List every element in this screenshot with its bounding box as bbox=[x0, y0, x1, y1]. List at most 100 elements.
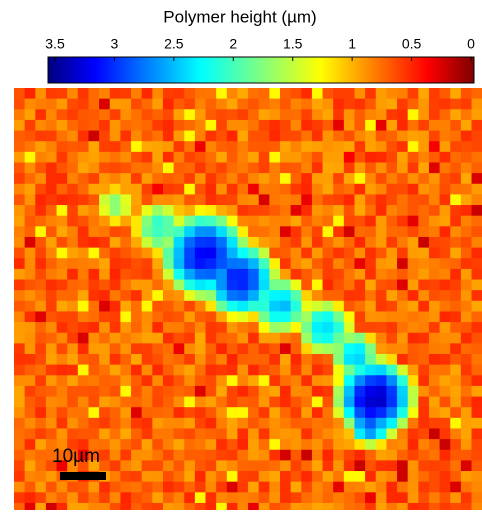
heatmap-cell bbox=[141, 205, 153, 217]
heatmap-cell bbox=[14, 407, 26, 419]
heatmap-cell bbox=[45, 364, 58, 376]
heatmap-cell bbox=[439, 290, 451, 302]
heatmap-cell bbox=[14, 471, 26, 483]
heatmap-cell bbox=[56, 354, 68, 366]
heatmap-cell bbox=[162, 471, 175, 483]
heatmap-cell bbox=[258, 151, 270, 164]
heatmap-cell bbox=[301, 460, 313, 472]
heatmap-cell bbox=[290, 290, 302, 302]
heatmap-cell bbox=[184, 173, 196, 185]
heatmap-cell bbox=[131, 428, 143, 440]
heatmap-cell bbox=[56, 364, 68, 376]
heatmap-cell bbox=[77, 364, 90, 376]
heatmap-cell bbox=[450, 141, 462, 153]
heatmap-cell bbox=[120, 258, 132, 270]
heatmap-cell bbox=[471, 290, 482, 302]
heatmap-cell bbox=[439, 332, 451, 344]
heatmap-cell bbox=[184, 502, 196, 515]
heatmap-cell bbox=[375, 109, 387, 121]
heatmap-cell bbox=[428, 311, 441, 323]
heatmap-cell bbox=[386, 226, 398, 238]
heatmap-cell bbox=[194, 481, 207, 493]
heatmap-cell bbox=[343, 183, 356, 195]
heatmap-cell bbox=[120, 268, 132, 281]
heatmap-cell bbox=[24, 460, 36, 472]
heatmap-cell bbox=[311, 258, 324, 270]
heatmap-cell bbox=[77, 343, 90, 355]
heatmap-cell bbox=[205, 471, 217, 483]
heatmap-cell bbox=[258, 428, 270, 440]
heatmap-cell bbox=[428, 173, 441, 185]
heatmap-cell bbox=[77, 236, 90, 249]
heatmap-cell bbox=[290, 385, 302, 398]
heatmap-cell bbox=[375, 300, 387, 313]
heatmap-cell bbox=[258, 98, 270, 110]
heatmap-cell bbox=[184, 407, 196, 419]
heatmap-cell bbox=[24, 300, 36, 313]
heatmap-cell bbox=[439, 141, 451, 153]
heatmap-cell bbox=[67, 332, 79, 344]
heatmap-cell bbox=[375, 492, 387, 504]
heatmap-cell bbox=[428, 300, 441, 313]
heatmap-cell bbox=[194, 226, 207, 238]
heatmap-cell bbox=[269, 407, 281, 419]
heatmap-cell bbox=[35, 151, 47, 164]
heatmap-cell bbox=[162, 417, 175, 430]
heatmap-cell bbox=[439, 173, 451, 185]
heatmap-cell bbox=[365, 300, 377, 313]
heatmap-cell bbox=[322, 268, 334, 281]
heatmap-cell bbox=[99, 236, 111, 249]
heatmap-cell bbox=[162, 492, 175, 504]
heatmap-cell bbox=[88, 428, 100, 440]
heatmap-cell bbox=[269, 300, 281, 313]
heatmap-cell bbox=[280, 173, 292, 185]
heatmap-cell bbox=[45, 375, 58, 387]
heatmap-cell bbox=[237, 428, 249, 440]
heatmap-cell bbox=[407, 141, 419, 153]
heatmap-cell bbox=[131, 183, 143, 195]
heatmap-cell bbox=[407, 407, 419, 419]
heatmap-cell bbox=[77, 130, 90, 142]
heatmap-cell bbox=[88, 407, 100, 419]
heatmap-cell bbox=[450, 258, 462, 270]
heatmap-cell bbox=[162, 205, 175, 217]
heatmap-cell bbox=[45, 151, 58, 164]
heatmap-cell bbox=[301, 141, 313, 153]
heatmap-cell bbox=[322, 332, 334, 344]
heatmap-cell bbox=[418, 258, 430, 270]
heatmap-cell bbox=[460, 322, 473, 334]
heatmap-cell bbox=[109, 460, 121, 472]
heatmap-cell bbox=[120, 162, 132, 174]
heatmap-cell bbox=[354, 407, 366, 419]
heatmap-cell bbox=[184, 385, 196, 398]
heatmap-cell bbox=[152, 396, 164, 408]
heatmap-cell bbox=[290, 449, 302, 461]
heatmap-cell bbox=[322, 88, 334, 100]
heatmap-cell bbox=[439, 88, 451, 100]
heatmap-cell bbox=[343, 215, 356, 227]
heatmap-cell bbox=[460, 205, 473, 217]
heatmap-cell bbox=[471, 173, 482, 185]
heatmap-cell bbox=[301, 109, 313, 121]
heatmap-cell bbox=[99, 226, 111, 238]
heatmap-cell bbox=[162, 343, 175, 355]
heatmap-cell bbox=[418, 162, 430, 174]
heatmap-cell bbox=[269, 268, 281, 281]
heatmap-cell bbox=[290, 311, 302, 323]
heatmap-cell bbox=[120, 471, 132, 483]
heatmap-cell bbox=[35, 311, 47, 323]
heatmap-cell bbox=[162, 183, 175, 195]
heatmap-cell bbox=[333, 449, 345, 461]
heatmap-cell bbox=[365, 88, 377, 100]
heatmap-cell bbox=[14, 226, 26, 238]
heatmap-cell bbox=[407, 417, 419, 430]
heatmap-cell bbox=[216, 471, 228, 483]
heatmap-cell bbox=[343, 449, 356, 461]
heatmap-cell bbox=[14, 417, 26, 430]
heatmap-cell bbox=[365, 215, 377, 227]
heatmap-cell bbox=[354, 258, 366, 270]
heatmap-cell bbox=[343, 343, 356, 355]
heatmap-cell bbox=[205, 502, 217, 515]
heatmap-cell bbox=[311, 88, 324, 100]
heatmap-cell bbox=[460, 130, 473, 142]
